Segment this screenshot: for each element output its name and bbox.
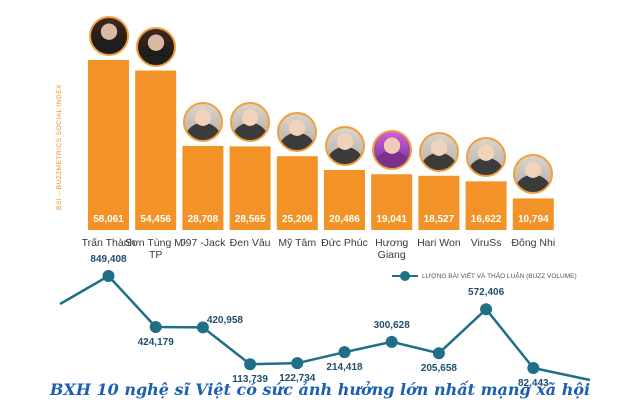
bar-2 bbox=[182, 145, 224, 230]
line-value-label: 420,958 bbox=[206, 315, 243, 327]
bar-1 bbox=[135, 70, 177, 231]
line-value-label: 424,179 bbox=[137, 337, 174, 348]
bar-5 bbox=[324, 170, 365, 230]
category-label: Sơn Tùng M-TP bbox=[124, 237, 187, 261]
category-label: Hương Giang bbox=[375, 237, 409, 261]
line-point-7 bbox=[432, 347, 445, 360]
line-point-3 bbox=[244, 358, 257, 371]
line-point-4 bbox=[291, 357, 304, 370]
category-label: Mỹ Tâm bbox=[278, 237, 317, 249]
line-value-label: 572,406 bbox=[468, 287, 505, 299]
bar-0 bbox=[88, 60, 129, 230]
category-label: Hari Won bbox=[417, 237, 461, 249]
bar-value-label: 19,041 bbox=[376, 214, 407, 225]
person-photo-icon bbox=[371, 130, 412, 171]
line-point-2 bbox=[196, 321, 209, 334]
line-value-label: 205,658 bbox=[420, 363, 457, 375]
bar-value-label: 58,061 bbox=[93, 214, 124, 225]
line-point-9 bbox=[527, 362, 540, 374]
buzz-volume-line bbox=[59, 274, 591, 382]
line-value-label: 122,734 bbox=[279, 373, 316, 385]
chart-caption: BXH 10 nghệ sĩ Việt có sức ảnh hưởng lớn… bbox=[49, 380, 591, 399]
bar-value-label: 10,794 bbox=[518, 214, 549, 225]
line-value-label: 113,739 bbox=[232, 374, 268, 386]
bar-value-label: 25,206 bbox=[282, 214, 313, 225]
bar-4 bbox=[276, 156, 318, 230]
person-photo-icon bbox=[182, 101, 223, 142]
line-value-label: 849,408 bbox=[90, 254, 127, 265]
bar-8 bbox=[465, 181, 507, 230]
category-label: Trấn Thành bbox=[81, 237, 136, 249]
bar-value-label: 16,622 bbox=[470, 214, 502, 225]
person-photo-icon bbox=[88, 16, 129, 56]
category-label: Đông Nhi bbox=[511, 237, 556, 249]
line-point-8 bbox=[480, 303, 493, 316]
person-photo-icon bbox=[466, 137, 507, 178]
bar-value-label: 54,456 bbox=[140, 214, 171, 225]
line-point-0 bbox=[102, 270, 115, 282]
bar-value-label: 18,527 bbox=[423, 214, 455, 225]
bar-value-label: 20,486 bbox=[329, 214, 360, 225]
line-point-6 bbox=[385, 335, 398, 348]
person-photo-icon bbox=[418, 131, 459, 172]
bar-6 bbox=[371, 174, 413, 230]
bar-value-label: 28,708 bbox=[187, 214, 219, 225]
person-photo-icon bbox=[277, 112, 318, 153]
y-axis-label: BSI – BUZZMETRICS SOCIAL INDEX bbox=[56, 83, 63, 210]
person-photo-icon bbox=[230, 102, 271, 143]
line-legend: LƯỢNG BÀI VIẾT VÀ THẢO LUẬN (BUZZ VOLUME… bbox=[392, 271, 577, 281]
person-photo-icon bbox=[513, 154, 554, 195]
bar-value-label: 28,565 bbox=[234, 214, 266, 225]
category-label: Đức Phúc bbox=[321, 237, 368, 249]
legend-label: LƯỢNG BÀI VIẾT VÀ THẢO LUẬN (BUZZ VOLUME… bbox=[422, 272, 577, 280]
line-point-1 bbox=[149, 321, 162, 334]
category-label: J97 -Jack bbox=[180, 237, 226, 249]
bar-9 bbox=[512, 198, 554, 230]
line-value-label: 82,443 bbox=[518, 378, 549, 389]
person-photo-icon bbox=[324, 126, 365, 167]
line-value-label: 300,628 bbox=[373, 319, 410, 331]
person-photo-icon bbox=[135, 26, 176, 67]
category-label: ViruSs bbox=[470, 237, 502, 249]
bar-7 bbox=[418, 175, 460, 230]
category-label: Đen Vâu bbox=[229, 237, 271, 249]
legend-line-marker-icon bbox=[392, 271, 418, 281]
line-value-label: 214,418 bbox=[326, 362, 363, 374]
line-point-5 bbox=[338, 346, 351, 359]
bar-3 bbox=[229, 146, 271, 230]
